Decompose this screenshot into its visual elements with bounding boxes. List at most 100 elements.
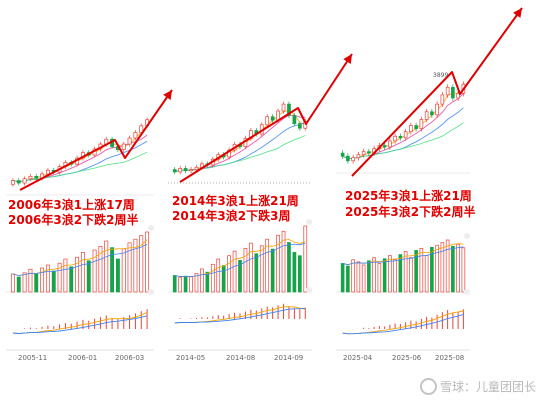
moving-average-line bbox=[174, 135, 306, 173]
macd-line bbox=[342, 313, 464, 335]
x-tick-label: 2014-05 bbox=[176, 354, 206, 362]
volume-bar bbox=[194, 273, 199, 293]
candle-body bbox=[440, 94, 445, 105]
macd-line bbox=[342, 310, 464, 335]
candle-body bbox=[393, 135, 397, 142]
volume-bar bbox=[259, 245, 264, 293]
volume-bar bbox=[92, 249, 97, 293]
candle-body bbox=[382, 145, 387, 148]
candle-body bbox=[270, 116, 275, 121]
candle-body bbox=[456, 93, 460, 99]
volume-bar bbox=[232, 250, 237, 293]
macd-line bbox=[12, 315, 148, 334]
volume-bar bbox=[440, 242, 445, 293]
volume-bar bbox=[221, 265, 226, 293]
volume-bar bbox=[133, 238, 138, 293]
candle-body bbox=[139, 125, 144, 133]
volume-bar bbox=[424, 255, 429, 293]
volume-bar bbox=[34, 273, 39, 293]
candle-body bbox=[22, 178, 27, 184]
panel-settings-icon bbox=[464, 289, 470, 295]
candle-body bbox=[351, 157, 355, 162]
annotation-wave2-2014: 2014年3浪2下跌3周 bbox=[172, 209, 291, 223]
candle-body bbox=[281, 103, 286, 112]
volume-bar bbox=[461, 247, 466, 293]
volume-bar bbox=[145, 231, 150, 293]
volume-bar bbox=[445, 239, 450, 293]
volume-bar bbox=[227, 255, 231, 293]
candle-body bbox=[34, 175, 39, 179]
candle-body bbox=[265, 116, 270, 126]
volume-bar bbox=[22, 272, 27, 293]
volume-bar bbox=[75, 256, 80, 293]
volume-bar bbox=[57, 262, 62, 293]
candle-body bbox=[419, 119, 424, 129]
volume-bar bbox=[270, 248, 275, 293]
volume-bar bbox=[178, 277, 183, 293]
volume-bar bbox=[139, 235, 144, 293]
volume-bar bbox=[45, 264, 50, 293]
candle-body bbox=[127, 137, 132, 145]
volume-bar bbox=[205, 271, 210, 293]
x-tick-label: 2014-08 bbox=[226, 354, 256, 362]
x-tick-label: 2025-06 bbox=[392, 354, 422, 362]
candle-body bbox=[398, 135, 403, 139]
candle-body bbox=[340, 152, 345, 157]
volume-bar bbox=[183, 275, 188, 293]
volume-bar bbox=[372, 257, 376, 293]
candle-body bbox=[292, 115, 297, 124]
volume-bar bbox=[367, 260, 371, 293]
volume-bar bbox=[346, 265, 350, 293]
panel-settings-icon bbox=[148, 225, 154, 231]
macd-line bbox=[12, 311, 148, 334]
candle-body bbox=[183, 168, 188, 172]
volume-bar bbox=[104, 240, 109, 293]
volume-bar bbox=[419, 247, 424, 293]
volume-bar bbox=[393, 259, 397, 293]
moving-average-line bbox=[12, 151, 148, 183]
volume-bar bbox=[356, 261, 361, 293]
volume-bar bbox=[69, 266, 74, 293]
moving-average-line bbox=[342, 107, 464, 159]
volume-average-line bbox=[174, 242, 306, 277]
x-tick-label: 2014-09 bbox=[274, 354, 304, 362]
watermark: 雪球：儿童团团长 bbox=[419, 378, 536, 395]
snowball-logo-icon bbox=[419, 378, 437, 395]
volume-bar bbox=[276, 234, 280, 293]
volume-bar bbox=[210, 263, 215, 293]
candle-body bbox=[414, 125, 418, 129]
volume-bar bbox=[340, 263, 345, 293]
volume-bar bbox=[200, 268, 204, 293]
volume-bar bbox=[243, 248, 248, 293]
volume-bar bbox=[28, 268, 33, 293]
candle-body bbox=[178, 168, 183, 173]
candle-body bbox=[28, 175, 33, 180]
candle-body bbox=[172, 169, 177, 173]
volume-bar bbox=[238, 259, 242, 293]
annotation-wave1-2014: 2014年3浪1上涨21周 bbox=[172, 194, 299, 208]
volume-average-line bbox=[342, 246, 464, 266]
wave-arrow bbox=[351, 7, 523, 177]
candle-body bbox=[409, 125, 413, 133]
x-tick-label: 2025-08 bbox=[435, 354, 465, 362]
volume-bar bbox=[189, 276, 193, 293]
volume-bar bbox=[63, 258, 68, 293]
watermark-author: 儿童团团长 bbox=[475, 380, 536, 394]
candle-body bbox=[424, 111, 429, 120]
wave-arrow-head bbox=[163, 90, 172, 100]
volume-bar bbox=[377, 263, 382, 293]
volume-bar bbox=[435, 244, 439, 293]
volume-bar bbox=[414, 250, 418, 293]
volume-bar bbox=[80, 252, 85, 293]
wave-arrow-head bbox=[343, 54, 352, 64]
volume-bar bbox=[16, 276, 21, 293]
candle-body bbox=[430, 111, 434, 116]
panel-settings-icon bbox=[464, 233, 470, 239]
volume-bar bbox=[281, 230, 286, 293]
volume-bar bbox=[51, 270, 56, 293]
wave-arrow bbox=[179, 53, 353, 183]
volume-bar bbox=[398, 254, 403, 293]
volume-bar bbox=[303, 225, 308, 293]
moving-average-line bbox=[174, 109, 306, 173]
